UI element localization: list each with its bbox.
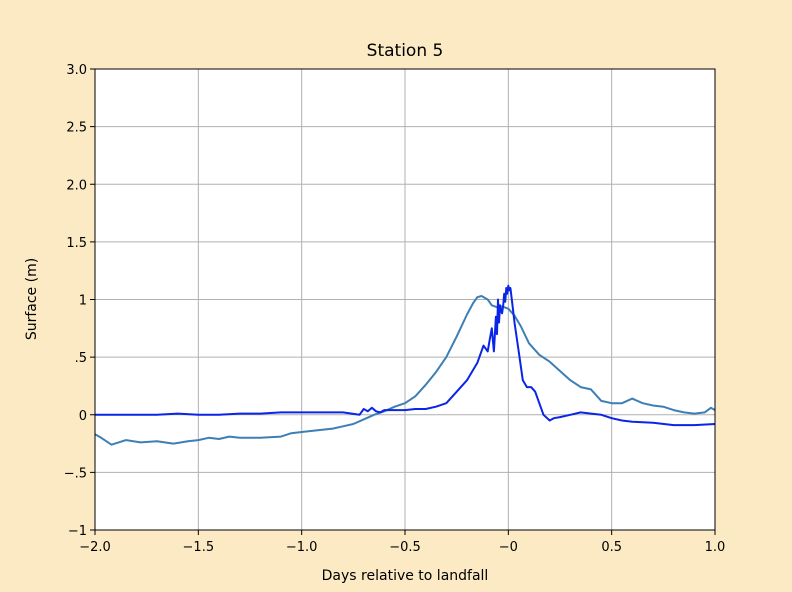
- y-tick-label: 0: [79, 409, 87, 424]
- series-group: [94, 284, 716, 446]
- y-tick-label: −1: [68, 524, 87, 539]
- series-line-observed: [94, 295, 716, 446]
- x-tick-label: −0.5: [389, 540, 421, 555]
- chart-title: Station 5: [367, 41, 444, 61]
- y-axis-title: Surface (m): [24, 258, 40, 340]
- x-tick-label: −1.0: [286, 540, 318, 555]
- x-tick-label: −2.0: [79, 540, 111, 555]
- y-axis: −1 −.5 0 .5 1 1.5 2.0 2.5 3.0: [64, 63, 95, 539]
- x-tick-label: −0: [499, 540, 518, 555]
- x-axis-title: Days relative to landfall: [322, 568, 489, 584]
- y-tick-label: 2.0: [66, 178, 87, 193]
- y-tick-label: 3.0: [66, 63, 87, 78]
- x-axis: −2.0 −1.5 −1.0 −0.5 −0 0.5 1.0: [79, 530, 725, 555]
- x-tick-label: −1.5: [183, 540, 215, 555]
- y-tick-label: 1: [79, 294, 87, 309]
- x-tick-label: 1.0: [705, 540, 726, 555]
- y-tick-label: 2.5: [66, 121, 87, 136]
- y-tick-label: 1.5: [66, 236, 87, 251]
- x-tick-label: 0.5: [601, 540, 622, 555]
- y-tick-label: .5: [75, 351, 87, 366]
- series-line-modeled: [95, 284, 716, 427]
- y-tick-label: −.5: [64, 466, 87, 481]
